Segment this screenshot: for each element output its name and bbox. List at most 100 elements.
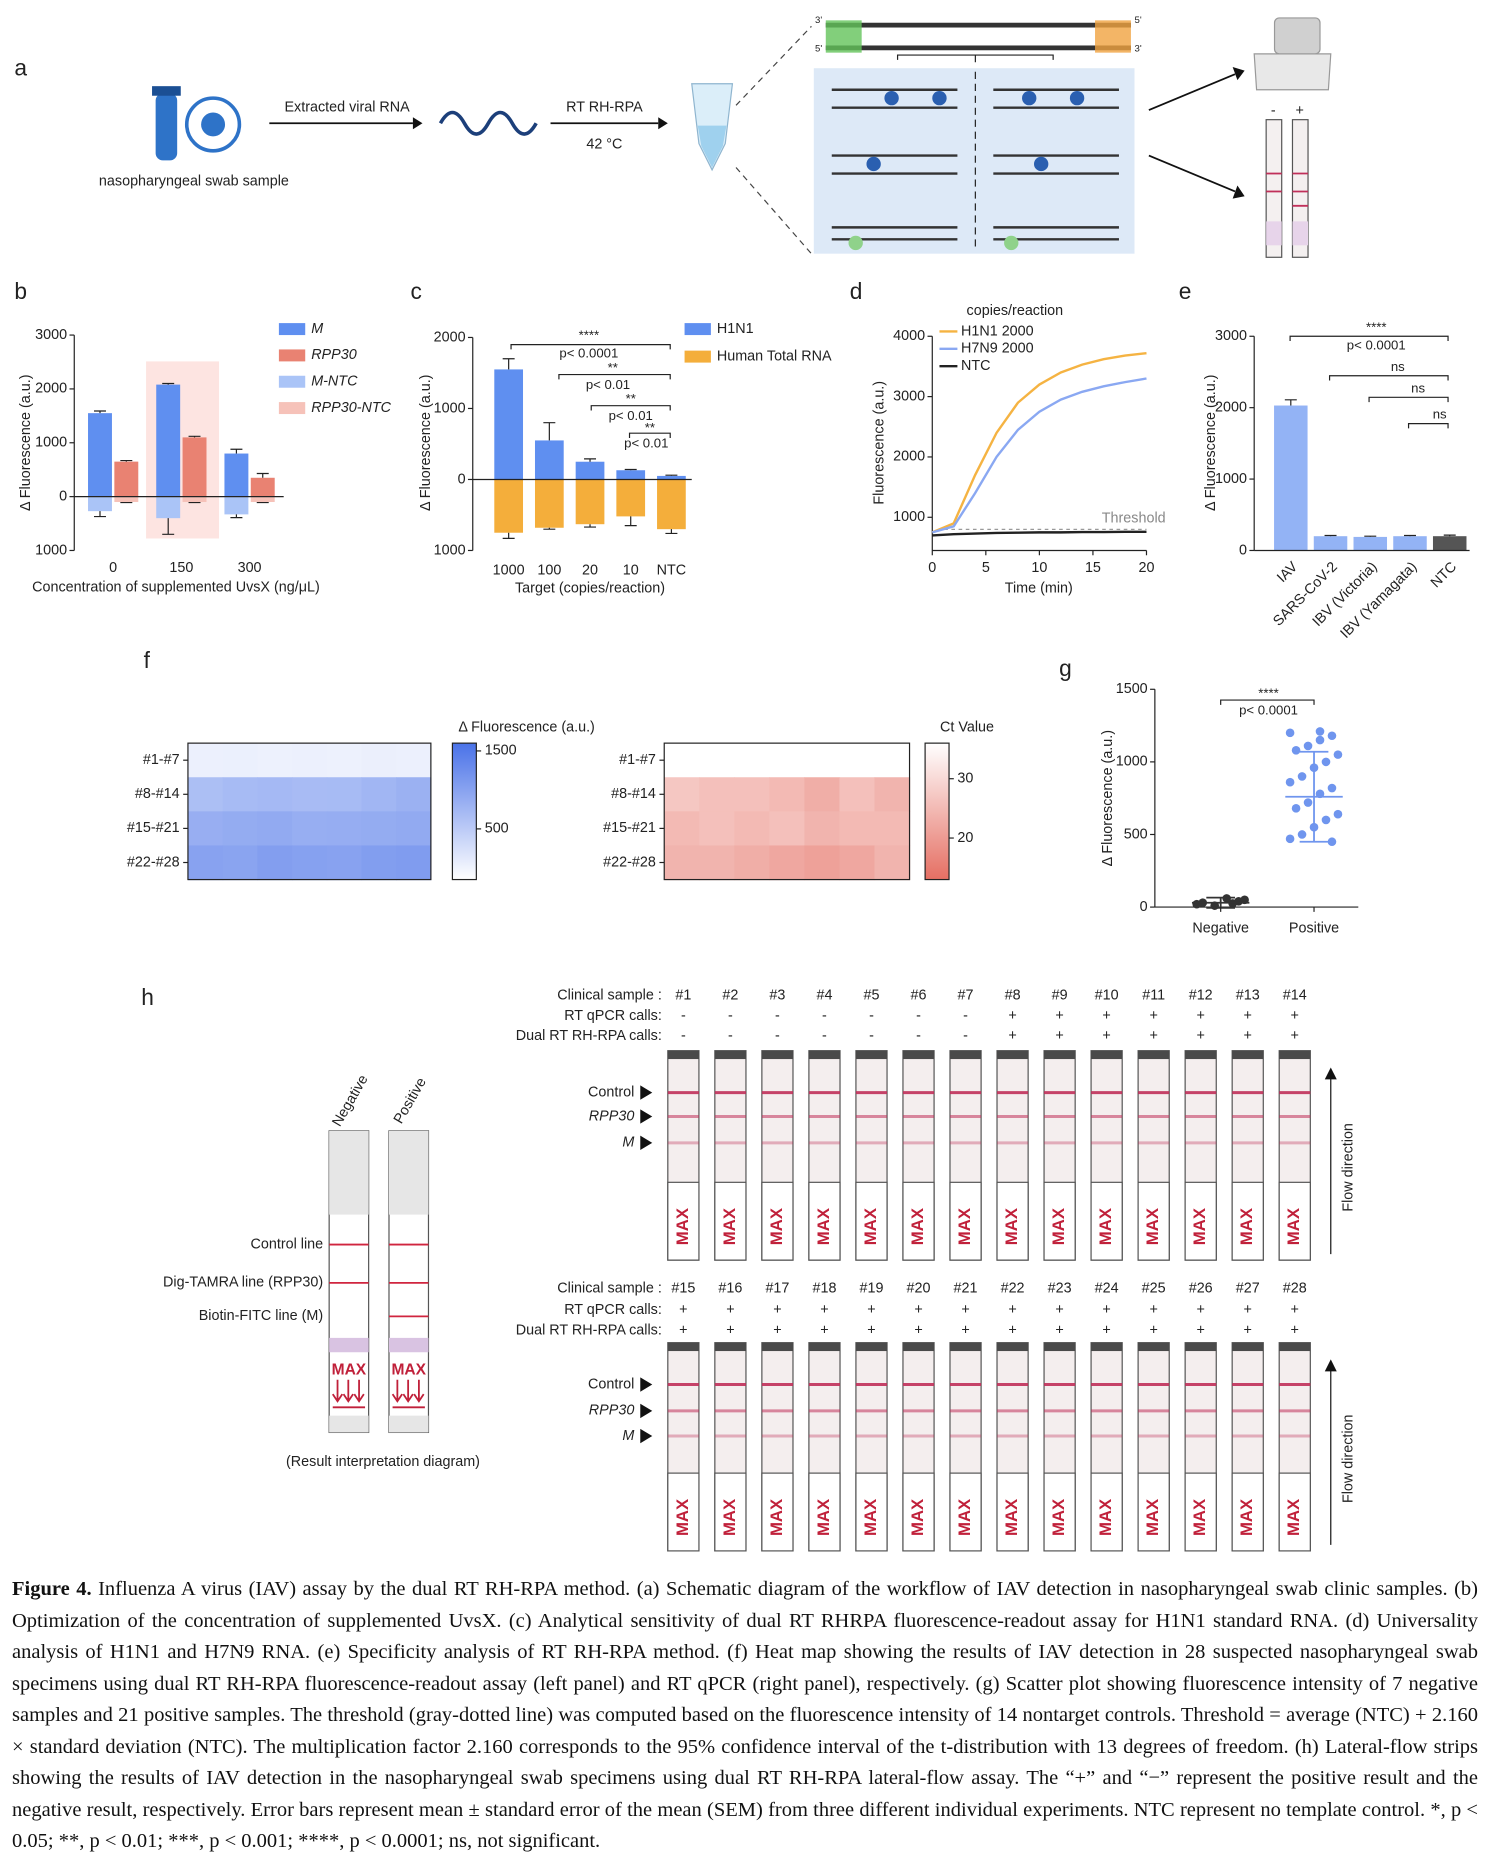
qpcr-call: +: [1244, 1008, 1252, 1024]
qpcr-call: +: [867, 1302, 875, 1318]
step-label: Extracted viral RNA: [284, 99, 410, 115]
strip-top: [667, 1050, 699, 1060]
heat-cell: [361, 743, 397, 778]
pointer: [640, 1109, 653, 1124]
diagram-max: MAX: [332, 1361, 367, 1378]
sample-id: #11: [1142, 987, 1165, 1003]
bar: [657, 479, 686, 530]
strand-end: 5': [815, 44, 822, 55]
legend-label: RPP30-NTC: [311, 400, 391, 416]
bar: [534, 440, 564, 480]
max-label: MAX: [1284, 1498, 1303, 1536]
max-label: MAX: [767, 1498, 786, 1536]
y-tick-label: 1000: [35, 542, 67, 558]
panel-label: c: [411, 278, 422, 304]
rpa-call: +: [1055, 1028, 1063, 1044]
sample-id: #16: [718, 1281, 742, 1297]
qpcr-call: -: [681, 1008, 686, 1024]
panel-label: e: [1179, 278, 1192, 304]
sample-id: #23: [1048, 1281, 1072, 1297]
y-axis-label: Δ Fluorescence (a.u.): [18, 375, 34, 512]
strip-top: [949, 1342, 982, 1352]
strip-pad: [1266, 221, 1282, 246]
rpa-call: +: [1149, 1323, 1157, 1339]
enzymes: [866, 90, 1085, 172]
rpa-call: +: [773, 1323, 781, 1339]
panel-label: d: [850, 278, 863, 304]
data-line: [932, 530, 1147, 537]
colorbar: [924, 742, 950, 881]
rpa-call: -: [775, 1028, 780, 1044]
rpa-call: +: [726, 1323, 734, 1339]
bar: [250, 496, 275, 503]
heat-cell: [187, 845, 224, 881]
panel-label: a: [14, 54, 27, 80]
diagram-line-label: Control line: [251, 1236, 324, 1252]
sample-id: #24: [1095, 1281, 1119, 1297]
data-point: [1321, 815, 1331, 825]
error-bar: [543, 527, 556, 530]
qpcr-call: +: [1055, 1008, 1063, 1024]
line-label: RPP30: [589, 1403, 635, 1419]
heat-cell: [222, 845, 258, 881]
heat-cell: [257, 743, 293, 778]
strip-pad: [949, 1472, 982, 1552]
data-point: [1291, 745, 1301, 755]
rpa-call: +: [1244, 1323, 1252, 1339]
legend-label: H1N1 2000: [961, 323, 1034, 339]
pointer: [640, 1428, 653, 1444]
x-tick-label: 10: [1031, 560, 1047, 576]
heat-cell: [769, 811, 806, 847]
sample-id: #17: [765, 1281, 789, 1297]
x-tick-label: 20: [582, 563, 598, 579]
arrow: [1148, 73, 1236, 111]
error-bar: [584, 524, 597, 528]
heat-cell: [734, 777, 770, 812]
heat-cell: [699, 811, 735, 847]
x-tick-label: 150: [169, 560, 193, 576]
heat-cell: [804, 777, 841, 812]
strip-pad: [1231, 1472, 1264, 1552]
max-label: MAX: [1190, 1498, 1209, 1536]
x-tick-label: Negative: [1192, 920, 1249, 936]
heat-cell: [326, 811, 363, 847]
error-bar: [1443, 534, 1456, 537]
significance: **: [645, 420, 655, 435]
bar: [224, 496, 249, 515]
strip-pad: [1278, 1472, 1311, 1552]
strip-top: [761, 1342, 793, 1352]
bar: [1432, 536, 1467, 551]
heat-cell: [734, 845, 770, 881]
x-tick-label: 15: [1085, 560, 1101, 576]
rpa-call: +: [1102, 1028, 1110, 1044]
sample-id: #7: [958, 987, 974, 1003]
sample-id: #6: [911, 987, 927, 1003]
panel-label: f: [144, 647, 151, 673]
line-label: Control: [588, 1376, 634, 1392]
sample-id: #3: [769, 987, 785, 1003]
arrow-head: [658, 117, 668, 130]
max-label: MAX: [1002, 1498, 1021, 1536]
bracket: [558, 373, 671, 380]
data-point: [1321, 757, 1331, 767]
bar: [657, 475, 686, 480]
y-axis-label: Fluorescence (a.u.): [871, 381, 887, 505]
fluorescence: [1004, 235, 1019, 251]
heat-cell: [874, 743, 911, 778]
tube-cap: [152, 86, 181, 96]
y-tick-label: 0: [59, 488, 67, 504]
rpa-call: +: [914, 1323, 922, 1339]
significance: ns: [1433, 407, 1447, 422]
rpa-call: +: [1197, 1323, 1205, 1339]
step-label: RT RH-RPA: [566, 99, 643, 115]
error-bar: [665, 529, 678, 535]
heat-cell: [699, 845, 735, 881]
rpa-call: +: [1008, 1323, 1016, 1339]
strip-top: [1185, 1342, 1217, 1352]
rpa-call: +: [679, 1323, 687, 1339]
strip-sign: +: [1295, 103, 1303, 119]
qpcr-call: +: [1197, 1008, 1205, 1024]
bracket: [628, 432, 671, 438]
error-bar: [256, 501, 269, 504]
sample-id: #28: [1283, 1281, 1307, 1297]
